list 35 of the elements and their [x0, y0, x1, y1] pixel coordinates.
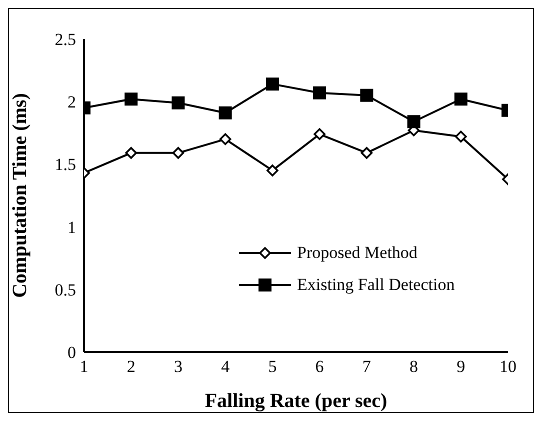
point — [266, 78, 279, 91]
x-tick-label: 9 — [456, 357, 466, 376]
point — [454, 130, 467, 143]
y-tick-label: 2.5 — [54, 30, 76, 50]
point — [313, 86, 326, 100]
x-tick-label: 7 — [362, 357, 372, 376]
y-tick-label: 2 — [68, 92, 76, 112]
point — [360, 88, 374, 102]
point — [172, 96, 185, 110]
x-tick-label: 10 — [500, 357, 516, 376]
y-tick-label: 0.5 — [54, 280, 76, 300]
y-axis-title: Computation Time (ms) — [9, 93, 32, 298]
point — [360, 147, 373, 159]
legend-label: Existing Fall Detection — [297, 275, 455, 295]
x-tick-label: 3 — [174, 357, 182, 376]
point — [407, 115, 420, 128]
x-tick-label: 4 — [221, 357, 230, 376]
x-tick-label: 1 — [80, 357, 88, 376]
x-axis-title: Falling Rate (per sec) — [204, 390, 388, 412]
x-tick-label: 5 — [268, 357, 277, 376]
point — [454, 92, 468, 106]
point — [266, 164, 278, 176]
point — [125, 147, 138, 159]
point — [314, 128, 326, 140]
x-tick-label: 6 — [315, 357, 324, 376]
x-tick-label: 8 — [410, 357, 418, 376]
y-tick-label: 1.5 — [54, 155, 76, 174]
y-tick-label: 0 — [68, 343, 76, 362]
x-tick-label: 2 — [126, 357, 136, 376]
point — [172, 147, 184, 159]
y-tick-label: 1 — [68, 218, 76, 237]
legend-label: Proposed Method — [297, 243, 418, 263]
point — [124, 92, 138, 106]
point — [219, 133, 232, 146]
point — [218, 106, 232, 120]
